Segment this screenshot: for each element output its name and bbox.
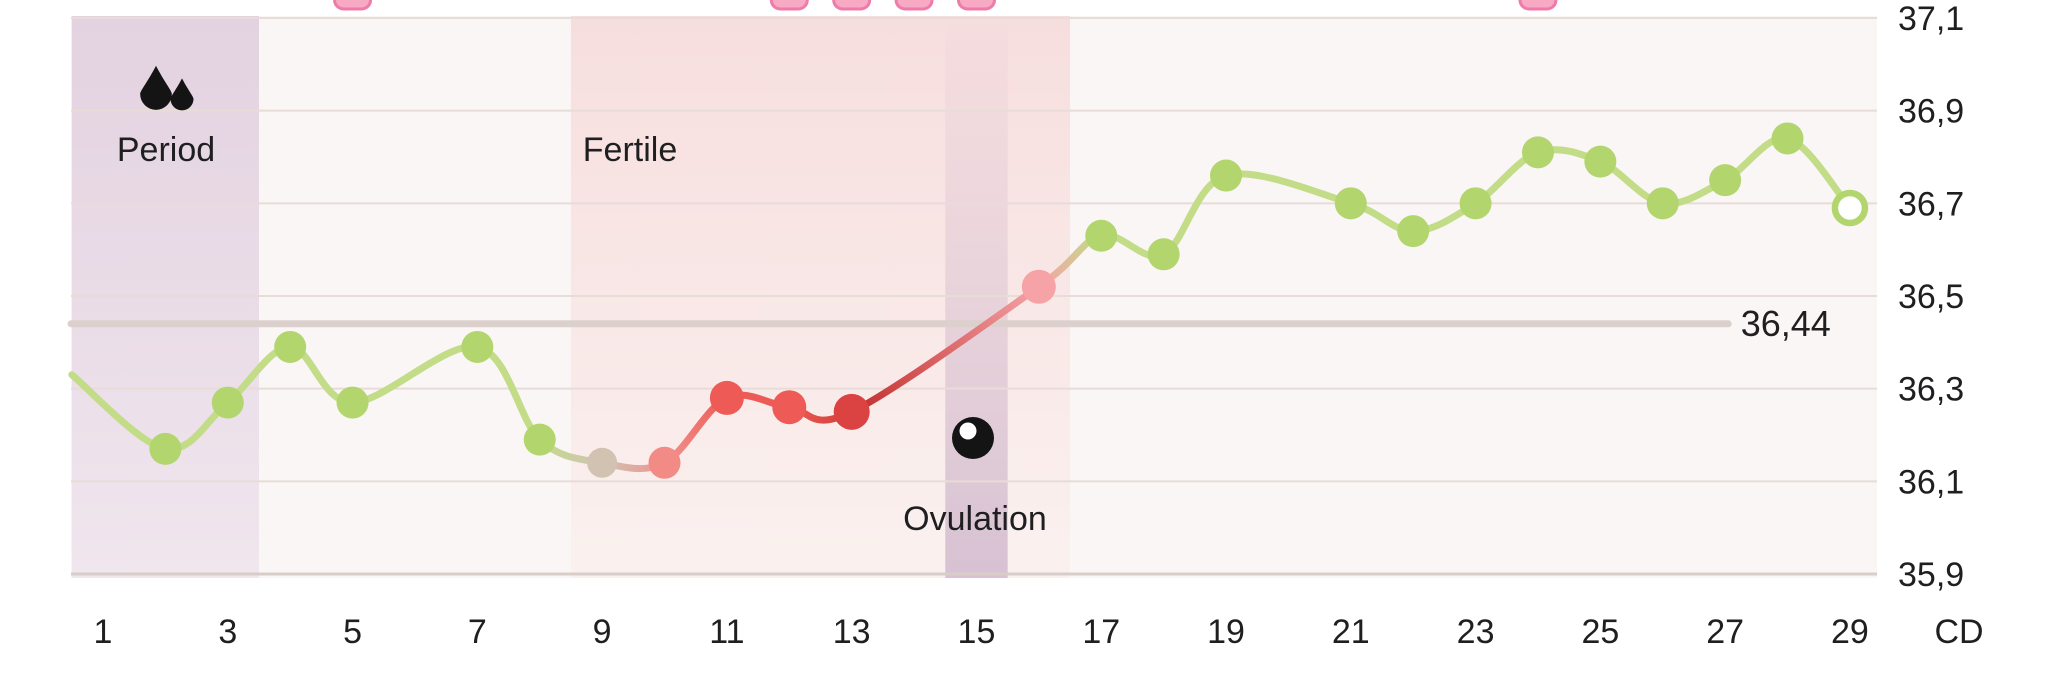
- temp-point-day-18[interactable]: [1147, 238, 1180, 271]
- coverline-label: 36,44: [1741, 303, 1831, 344]
- temp-point-day-19[interactable]: [1210, 159, 1243, 192]
- x-tick-label-11: 11: [709, 613, 744, 651]
- temp-point-day-12[interactable]: [772, 390, 807, 425]
- x-tick-label-9: 9: [593, 613, 612, 651]
- temp-point-day-23[interactable]: [1459, 187, 1492, 220]
- temp-line-segment-day-13-to-16: [848, 283, 1043, 416]
- period-label: Period: [117, 131, 215, 169]
- x-tick-label-1: 1: [94, 613, 113, 651]
- temp-point-day-28[interactable]: [1771, 122, 1804, 155]
- temp-point-day-11[interactable]: [709, 380, 744, 415]
- ovulation-label: Ovulation: [903, 500, 1047, 538]
- x-tick-label-25: 25: [1581, 613, 1619, 651]
- x-tick-label-15: 15: [958, 613, 996, 651]
- x-tick-label-21: 21: [1332, 613, 1370, 651]
- x-tick-label-3: 3: [218, 613, 237, 651]
- temp-point-day-29-predicted[interactable]: [1831, 189, 1869, 227]
- x-tick-label-7: 7: [468, 613, 487, 651]
- temp-point-day-7[interactable]: [461, 330, 494, 363]
- x-axis-unit-label: CD: [1934, 613, 1983, 651]
- x-tick-label-19: 19: [1207, 613, 1245, 651]
- x-tick-label-27: 27: [1706, 613, 1744, 651]
- fertile-label: Fertile: [583, 131, 677, 169]
- y-tick-label-37-1: 37,1: [1898, 0, 1964, 38]
- y-tick-label-36-1: 36,1: [1898, 463, 1964, 501]
- ovulation-icon: [952, 417, 994, 459]
- temp-point-day-3[interactable]: [211, 386, 244, 419]
- x-tick-label-23: 23: [1457, 613, 1495, 651]
- temp-point-day-9[interactable]: [587, 447, 618, 478]
- period-drops-icon: [140, 65, 194, 111]
- intimacy-marker-day-12[interactable]: [769, 0, 809, 11]
- temp-point-day-5[interactable]: [336, 386, 369, 419]
- y-tick-label-36-7: 36,7: [1898, 185, 1964, 223]
- temp-point-day-21[interactable]: [1334, 187, 1367, 220]
- y-tick-label-36-9: 36,9: [1898, 93, 1964, 131]
- x-tick-label-17: 17: [1082, 613, 1120, 651]
- temp-point-day-27[interactable]: [1709, 164, 1742, 197]
- temp-point-day-25[interactable]: [1584, 145, 1617, 178]
- temp-point-day-2[interactable]: [149, 432, 182, 465]
- temp-point-day-8[interactable]: [523, 423, 556, 456]
- x-tick-label-29: 29: [1831, 613, 1869, 651]
- temp-point-day-13[interactable]: [833, 393, 870, 430]
- y-tick-label-36-5: 36,5: [1898, 278, 1964, 316]
- intimacy-marker-day-14[interactable]: [894, 0, 934, 11]
- intimacy-marker-day-15[interactable]: [956, 0, 996, 11]
- x-tick-label-5: 5: [343, 613, 362, 651]
- intimacy-marker-day-5[interactable]: [333, 0, 373, 11]
- temp-point-day-22[interactable]: [1397, 215, 1430, 248]
- temp-point-day-24[interactable]: [1521, 136, 1554, 169]
- y-tick-label-35-9: 35,9: [1898, 556, 1964, 594]
- temp-point-day-26[interactable]: [1646, 187, 1679, 220]
- intimacy-marker-day-13[interactable]: [832, 0, 872, 11]
- intimacy-marker-day-24[interactable]: [1518, 0, 1558, 11]
- temp-point-day-17[interactable]: [1085, 219, 1118, 252]
- y-tick-label-36-3: 36,3: [1898, 371, 1964, 409]
- x-tick-label-13: 13: [833, 613, 871, 651]
- temp-point-day-16[interactable]: [1021, 269, 1056, 304]
- temp-point-day-4[interactable]: [274, 330, 307, 363]
- temp-point-day-10[interactable]: [648, 446, 681, 479]
